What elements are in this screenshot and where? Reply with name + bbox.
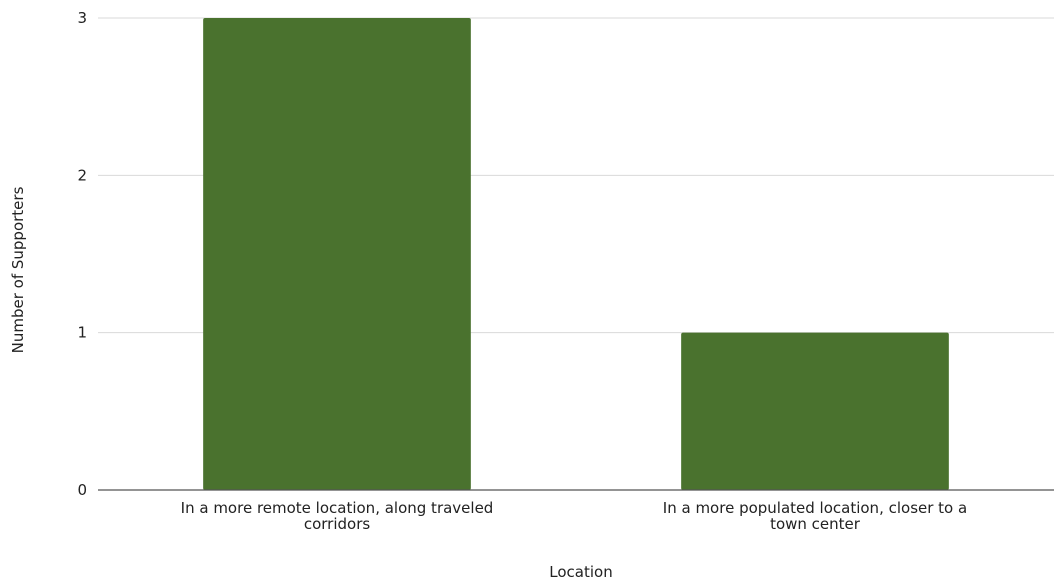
x-category-label-line: corridors: [304, 515, 371, 533]
y-tick-label: 3: [77, 9, 87, 27]
y-tick-label: 2: [77, 166, 87, 184]
y-axis-title: Number of Supporters: [9, 186, 27, 353]
y-tick-label: 0: [77, 481, 87, 499]
y-tick-label: 1: [77, 324, 87, 342]
x-category-label: In a more populated location, closer to …: [663, 499, 967, 533]
x-category-label-line: town center: [770, 515, 861, 533]
bar-1: [203, 18, 471, 490]
x-category-label-line: In a more remote location, along travele…: [181, 499, 494, 517]
x-category-label-line: In a more populated location, closer to …: [663, 499, 967, 517]
x-axis-title: Location: [549, 563, 612, 579]
x-category-labels: In a more remote location, along travele…: [181, 499, 968, 533]
y-tick-labels: 0 1 2 3: [77, 9, 87, 499]
x-category-label: In a more remote location, along travele…: [181, 499, 494, 533]
bar-2: [681, 332, 949, 490]
bars: [203, 18, 949, 490]
